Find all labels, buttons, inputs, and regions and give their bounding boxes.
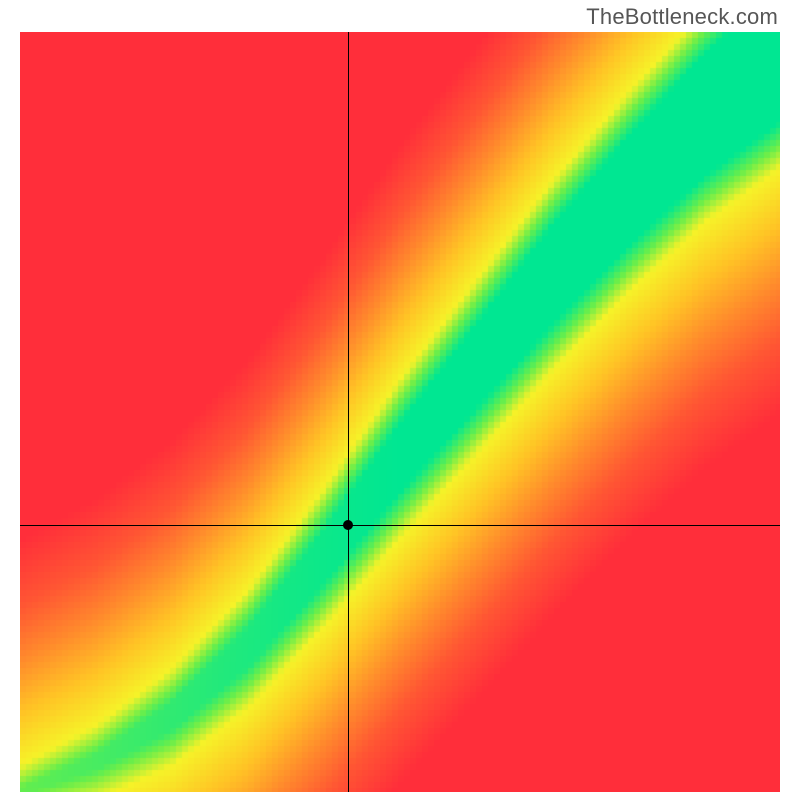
heatmap-plot [20, 32, 780, 792]
data-point-marker [343, 520, 353, 530]
crosshair-horizontal [20, 525, 780, 526]
heatmap-canvas [20, 32, 780, 792]
watermark-text: TheBottleneck.com [586, 4, 778, 30]
crosshair-vertical [348, 32, 349, 792]
